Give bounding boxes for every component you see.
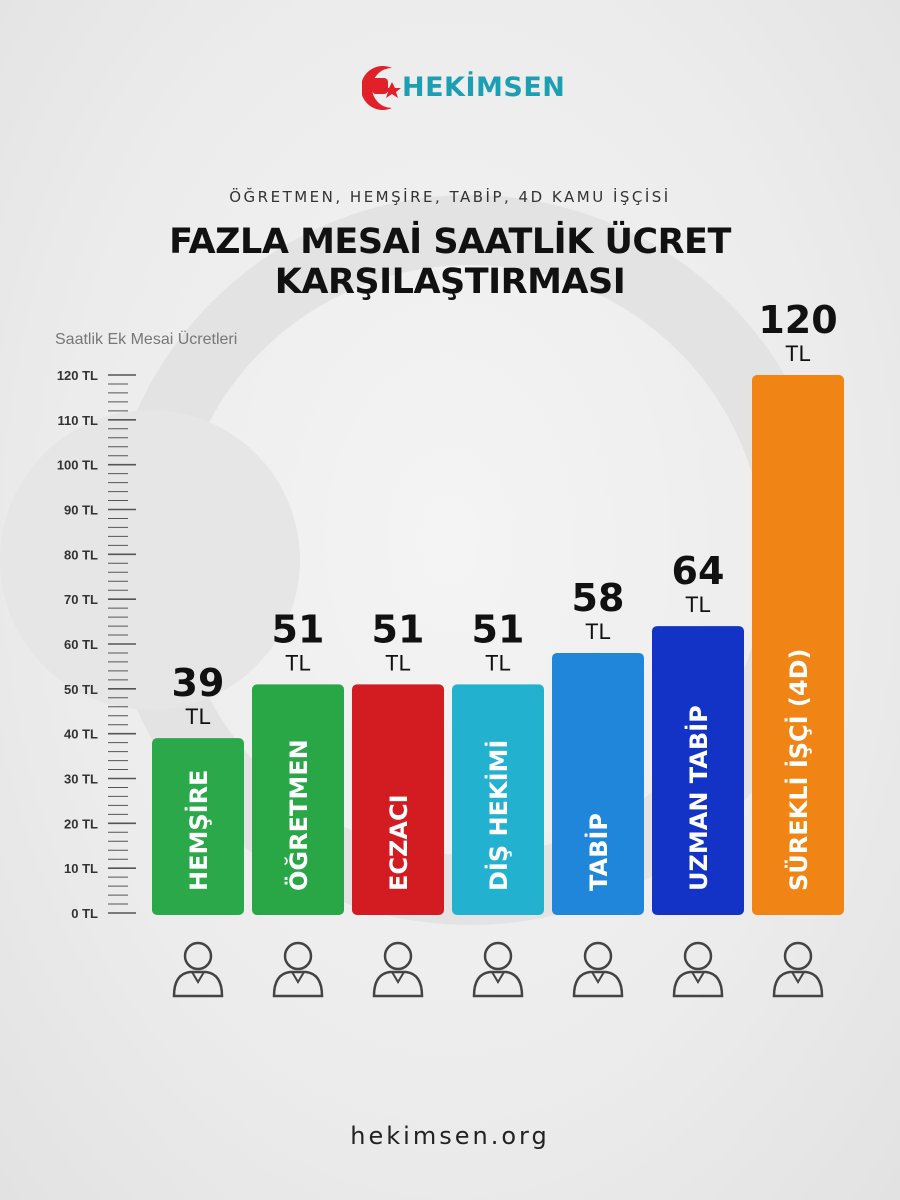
data-label: 51	[372, 607, 425, 651]
title-line-1: FAZLA MESAİ SAATLİK ÜCRET	[169, 222, 731, 262]
data-unit: TL	[285, 650, 311, 675]
worker-icon	[772, 941, 824, 998]
dentist-icon	[472, 941, 524, 998]
y-tick-label: 70 TL	[64, 592, 98, 607]
y-tick-label: 80 TL	[64, 547, 98, 562]
data-label: 39	[172, 661, 225, 705]
data-unit: TL	[685, 592, 711, 617]
hekimsen-logo: HEKİMSEN	[360, 60, 565, 116]
y-tick-label: 100 TL	[57, 458, 98, 473]
data-label: 120	[758, 298, 837, 342]
bar-category-label: TABİP	[584, 813, 613, 891]
bar-category-label: UZMAN TABİP	[684, 705, 713, 891]
bar-category-label: HEMŞİRE	[184, 770, 213, 891]
page-title: FAZLA MESAİ SAATLİK ÜCRET KARŞILAŞTIRMAS…	[0, 222, 900, 302]
y-tick-label: 0 TL	[71, 906, 98, 921]
bar	[252, 684, 344, 915]
data-unit: TL	[385, 650, 411, 675]
y-axis-label: Saatlik Ek Mesai Ücretleri	[55, 331, 238, 348]
data-unit: TL	[185, 704, 211, 729]
data-unit: TL	[585, 619, 611, 644]
nurse-icon	[172, 941, 224, 998]
bar	[552, 652, 644, 915]
bar	[152, 738, 244, 915]
bar	[752, 375, 844, 915]
bar-category-label: ECZACI	[385, 794, 413, 891]
bar	[452, 684, 544, 915]
y-tick-label: 90 TL	[64, 503, 98, 518]
subtitle: ÖĞRETMEN, HEMŞİRE, TABİP, 4D KAMU İŞÇİSİ	[229, 188, 671, 206]
title-line-2: KARŞILAŞTIRMASI	[274, 262, 626, 302]
y-tick-label: 120 TL	[57, 368, 98, 383]
data-unit: TL	[785, 341, 811, 366]
y-tick-label: 50 TL	[64, 682, 98, 697]
brand-name: HEKİMSEN	[402, 72, 566, 103]
y-tick-label: 30 TL	[64, 772, 98, 787]
doctor-icon	[572, 941, 624, 998]
teacher-icon	[272, 941, 324, 998]
y-tick-label: 20 TL	[64, 816, 98, 831]
bar	[352, 684, 444, 915]
y-tick-label: 10 TL	[64, 861, 98, 876]
data-label: 64	[672, 549, 725, 593]
pharmacist-icon	[372, 941, 424, 998]
y-tick-label: 40 TL	[64, 727, 98, 742]
bar-category-label: DİŞ HEKİMİ	[484, 740, 513, 891]
data-unit: TL	[485, 650, 511, 675]
data-label: 51	[272, 607, 325, 651]
y-tick-label: 110 TL	[58, 413, 99, 428]
footer-url[interactable]: hekimsen.org	[350, 1122, 550, 1150]
bar-category-label: SÜREKLİ İŞÇİ (4D)	[783, 649, 813, 892]
data-label: 58	[572, 576, 625, 620]
data-label: 51	[472, 607, 525, 651]
y-tick-label: 60 TL	[64, 637, 98, 652]
specialist-doctor-icon	[672, 941, 724, 998]
bar	[652, 626, 744, 915]
bar-category-label: ÖĞRETMEN	[283, 739, 313, 891]
fist-icon	[360, 66, 401, 110]
